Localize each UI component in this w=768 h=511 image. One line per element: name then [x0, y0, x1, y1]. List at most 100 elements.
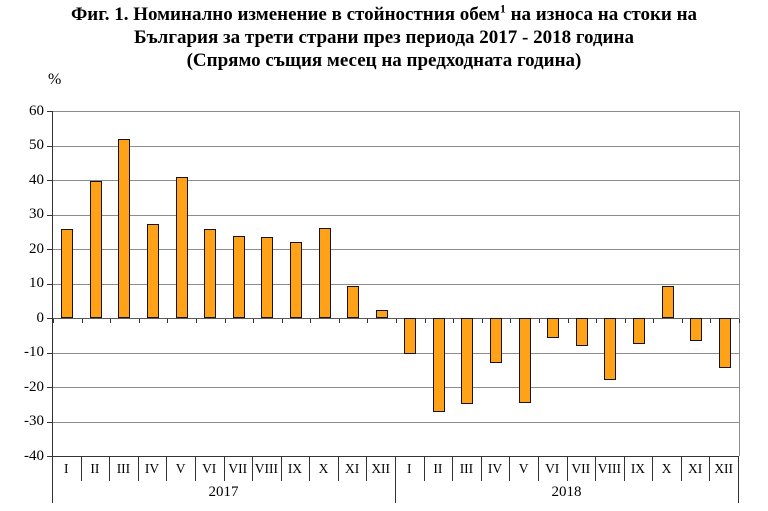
y-axis-tick-50 [47, 145, 52, 147]
x-axis-month-label: VII [571, 460, 591, 476]
zero-axis-category-tick [367, 319, 369, 323]
bar-2018-VI [547, 318, 560, 339]
bar-2017-VII [232, 235, 245, 318]
month-separator [509, 457, 511, 481]
month-separator [309, 457, 311, 481]
bar-2018-III [461, 318, 474, 404]
gridline--30 [53, 421, 739, 423]
month-separator [652, 457, 654, 481]
y-axis-tick--30 [47, 421, 52, 423]
zero-axis-category-tick [739, 319, 740, 323]
y-axis-label-40: 40 [29, 171, 44, 188]
bar-2018-IX [632, 318, 645, 344]
x-axis-month-label: X [661, 460, 672, 476]
month-separator [480, 457, 482, 481]
x-axis-month-label: II [433, 460, 443, 476]
month-separator [137, 457, 139, 481]
zero-axis-category-tick [195, 319, 197, 323]
title-text-post-sup: на износа на стоки на [505, 4, 698, 25]
y-axis-label-50: 50 [29, 137, 44, 153]
zero-axis-category-tick [138, 319, 140, 323]
bar-2017-IX [289, 242, 302, 318]
chart-title-line-1: Фиг. 1. Номинално изменение в стойностни… [0, 3, 768, 26]
y-axis-tick--20 [47, 387, 52, 388]
zero-axis-category-tick [281, 319, 283, 323]
bar-2018-X [661, 285, 674, 318]
zero-axis-category-tick [253, 319, 255, 323]
x-axis-month-label: III [459, 460, 474, 476]
gridline-40 [53, 180, 739, 181]
month-separator [166, 457, 168, 481]
y-axis-label--30: -30 [24, 413, 44, 429]
zero-axis-category-tick [481, 319, 483, 323]
x-axis-month-label: X [318, 460, 329, 476]
zero-axis-category-tick [681, 319, 683, 323]
bar-2017-II [89, 180, 102, 318]
plot-area [52, 111, 740, 457]
month-separator [337, 457, 339, 481]
bar-2017-XII [375, 309, 388, 318]
month-separator [223, 457, 225, 481]
x-axis-month-label: I [407, 460, 412, 476]
x-axis-month-label: VI [202, 460, 217, 476]
x-axis-year-label-2018: 2018 [551, 483, 582, 500]
bar-2017-VI [204, 229, 217, 318]
y-axis-tick-40 [47, 180, 52, 181]
zero-axis-category-tick [596, 319, 598, 323]
month-separator [537, 457, 539, 481]
zero-axis-category-tick [624, 319, 626, 323]
y-axis-tick-60 [47, 111, 52, 112]
zero-axis-category-tick [567, 319, 569, 323]
x-axis-month-label: III [116, 460, 131, 476]
gridline-50 [53, 145, 739, 147]
x-axis-month-label: VIII [254, 460, 278, 476]
gridline--10 [53, 352, 739, 354]
x-axis-month-label: II [90, 460, 100, 476]
x-axis-month-label: XI [687, 460, 703, 476]
footnote-superscript: 1 [499, 1, 506, 16]
y-axis-label-20: 20 [29, 240, 44, 257]
zero-axis-category-tick [110, 319, 112, 323]
gridline--20 [53, 387, 739, 388]
chart-title: Фиг. 1. Номинално изменение в стойностни… [0, 3, 768, 72]
bar-2018-V [518, 318, 531, 403]
zero-axis-category-tick [424, 319, 426, 323]
bar-2017-I [61, 228, 74, 318]
chart-title-line-3: (Спрямо същия месец на предходната годин… [186, 50, 582, 71]
y-axis-line [52, 111, 53, 503]
month-separator [252, 457, 254, 481]
gridline--40 [53, 456, 739, 457]
bar-2017-XI [347, 285, 360, 318]
x-axis-month-label: IX [287, 460, 303, 476]
zero-axis-category-tick [310, 319, 312, 323]
zero-axis-category-tick [453, 319, 455, 323]
month-separator [680, 457, 682, 481]
bar-2018-I [404, 318, 417, 354]
bar-2017-VIII [261, 236, 274, 318]
month-separator [366, 457, 368, 481]
zero-axis-category-tick [338, 319, 340, 323]
x-axis-month-label: XII [371, 460, 391, 476]
bar-2017-V [175, 177, 188, 318]
y-axis-label--10: -10 [24, 344, 44, 360]
bar-2018-IV [490, 318, 503, 363]
y-axis-unit-label: % [48, 71, 62, 88]
gridline-0 [53, 318, 739, 319]
y-axis-label-0: 0 [36, 309, 45, 326]
zero-axis-category-tick [710, 319, 712, 323]
bar-2018-VII [575, 318, 588, 346]
bar-2018-VIII [604, 318, 617, 381]
x-axis-year-label-2017: 2017 [208, 483, 239, 500]
month-separator [623, 457, 625, 481]
y-axis-tick--10 [47, 352, 52, 354]
x-axis-month-label: VIII [597, 460, 621, 476]
bar-2018-XII [718, 318, 731, 369]
month-separator [566, 457, 568, 481]
zero-axis-category-tick [510, 319, 512, 323]
x-axis-month-label: VI [545, 460, 560, 476]
month-separator [80, 457, 82, 481]
bar-2017-X [318, 227, 331, 318]
zero-axis-category-tick [224, 319, 226, 323]
bar-2017-IV [147, 223, 160, 318]
zero-axis-category-tick [167, 319, 169, 323]
